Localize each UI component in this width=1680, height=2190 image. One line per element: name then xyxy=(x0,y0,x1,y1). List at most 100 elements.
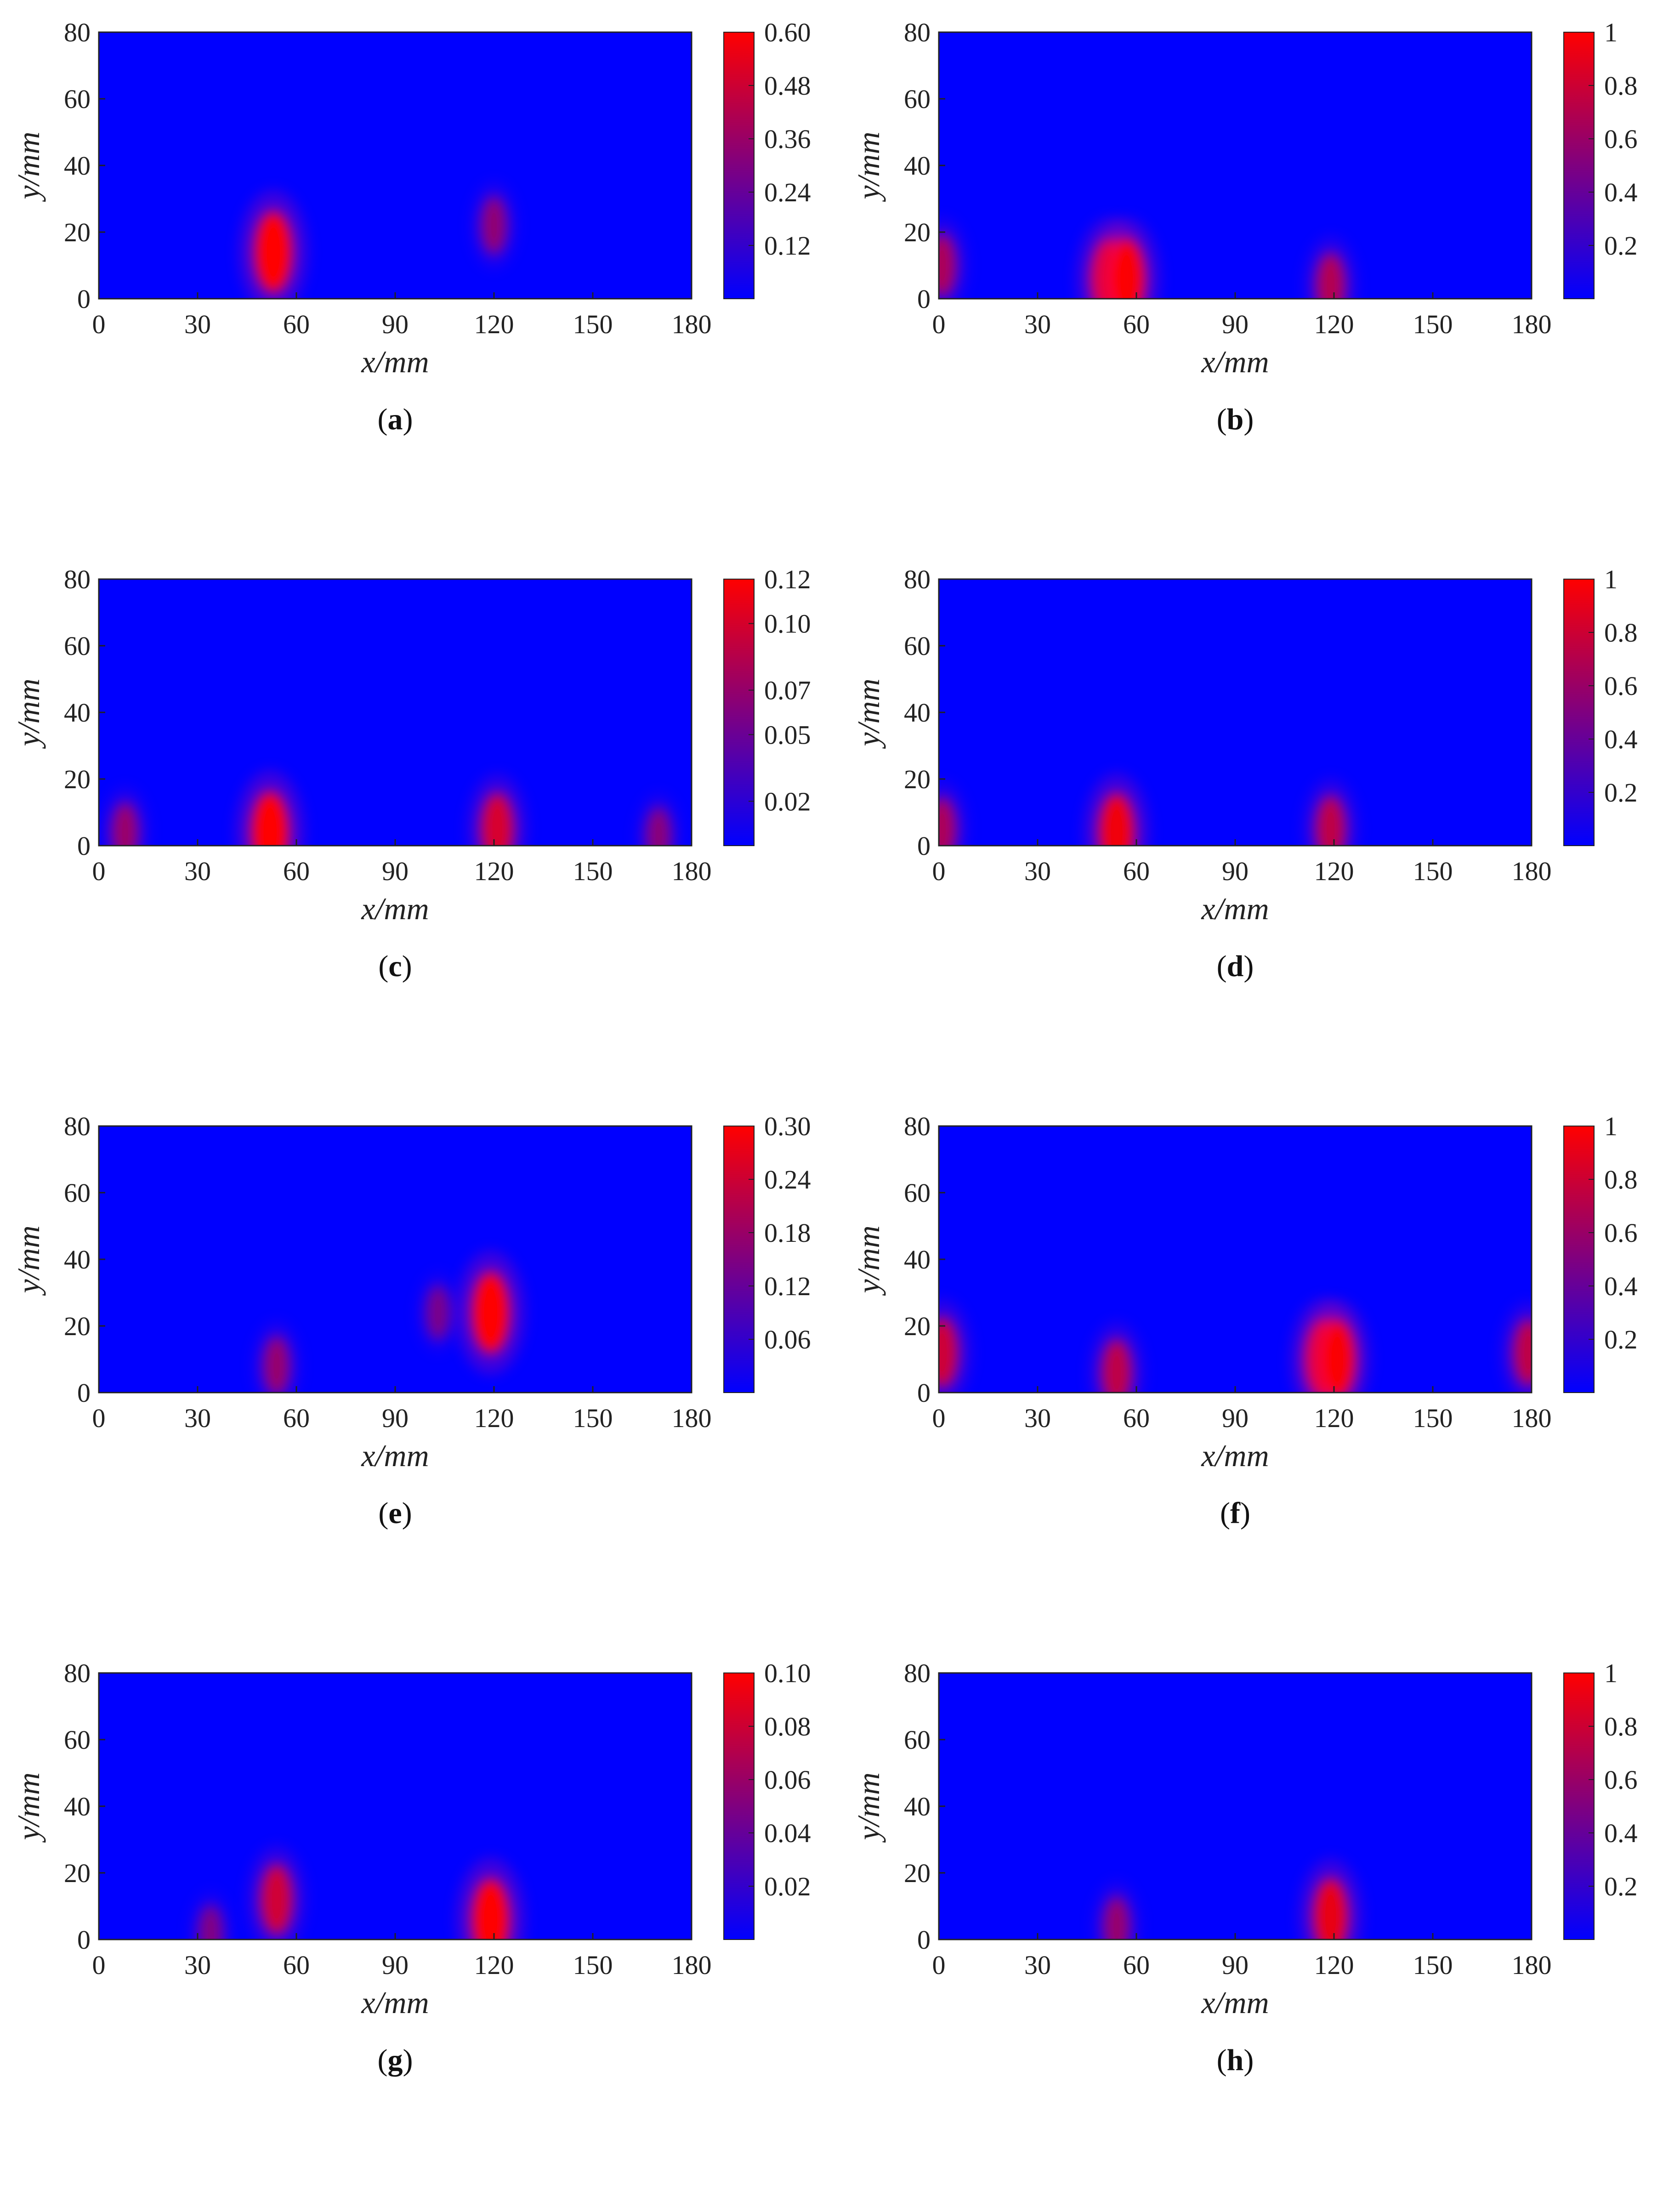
colorbar-tick-label: 0.4 xyxy=(1604,724,1638,754)
x-tick-label: 120 xyxy=(1314,309,1354,339)
x-tick-label: 0 xyxy=(92,856,106,886)
colorbar-tick-label: 0.4 xyxy=(1604,177,1638,207)
y-tick-label: 60 xyxy=(64,631,91,661)
colorbar-tick-label: 0.07 xyxy=(764,676,811,705)
x-tick-label: 30 xyxy=(1024,309,1051,339)
y-axis-label: y/mm xyxy=(851,1225,886,1296)
hotspot-2 xyxy=(1302,778,1359,846)
heatmap-field xyxy=(939,579,1532,846)
colorbar-tick-label: 1 xyxy=(1604,1658,1618,1688)
hotspot-3 xyxy=(415,1271,461,1354)
x-tick-label: 90 xyxy=(1222,856,1249,886)
colorbar-tick-label: 0.12 xyxy=(764,231,811,261)
hotspot-1 xyxy=(1298,1858,1363,1940)
hotspot-2 xyxy=(470,181,518,270)
colorbar-tick-label: 0.60 xyxy=(764,17,811,47)
y-tick-label: 60 xyxy=(904,84,931,114)
colorbar-tick-label: 0.18 xyxy=(764,1218,811,1248)
x-tick-label: 0 xyxy=(932,1950,946,1980)
y-tick-label: 80 xyxy=(904,1658,931,1688)
x-tick-label: 0 xyxy=(92,309,106,339)
y-tick-label: 0 xyxy=(917,831,931,861)
hotspot-group xyxy=(100,770,682,846)
hotspot-4 xyxy=(939,1299,972,1393)
colorbar-tick-label: 0.48 xyxy=(764,71,811,101)
colorbar-tick-label: 0.02 xyxy=(764,786,811,816)
y-tick-label: 40 xyxy=(64,1792,91,1821)
colorbar xyxy=(1563,32,1595,299)
hotspot-2 xyxy=(1092,218,1161,299)
x-tick-label: 90 xyxy=(382,856,409,886)
y-tick-label: 40 xyxy=(64,151,91,181)
colorbar-tick-label: 0.24 xyxy=(764,1165,811,1195)
y-tick-label: 20 xyxy=(64,217,91,247)
y-tick-label: 40 xyxy=(904,1245,931,1274)
x-axis-label: x/mm xyxy=(361,891,429,926)
hotspot-4 xyxy=(635,792,682,846)
x-axis-label: x/mm xyxy=(1201,1985,1269,2020)
y-tick-label: 80 xyxy=(904,564,931,594)
x-tick-label: 90 xyxy=(382,1403,409,1433)
heatmap-svg: 0 30 60 90 120 150 180 0 20 40 60 80 x/mm y/mm 0.2 0.4 0… xyxy=(851,17,1638,379)
hotspot-1 xyxy=(456,1857,526,1940)
hotspot-group xyxy=(187,1846,526,1940)
y-tick-label: 60 xyxy=(64,1178,91,1208)
y-tick-label: 60 xyxy=(64,84,91,114)
colorbar xyxy=(723,1126,755,1393)
x-tick-label: 60 xyxy=(1123,856,1150,886)
panel-label: (d) xyxy=(1216,950,1254,983)
heatmap-svg: 0 30 60 90 120 150 180 0 20 40 60 80 x/mm y/mm 0.12 0.2… xyxy=(11,17,811,379)
y-tick-label: 0 xyxy=(917,1925,931,1955)
x-axis-label: x/mm xyxy=(1201,1438,1269,1473)
colorbar-tick-label: 0.2 xyxy=(1604,1325,1638,1354)
hotspot-3 xyxy=(1088,1321,1145,1393)
hotspot-1 xyxy=(1084,773,1150,846)
heatmap-field xyxy=(99,32,692,299)
colorbar-tick-label: 0.8 xyxy=(1604,1712,1638,1741)
x-tick-label: 180 xyxy=(1512,309,1552,339)
x-tick-label: 30 xyxy=(1024,856,1051,886)
panel-label: (g) xyxy=(377,2043,413,2077)
panel-letter: a xyxy=(387,403,403,436)
heatmap-field xyxy=(939,32,1532,299)
x-tick-label: 60 xyxy=(283,856,310,886)
heatmap-svg: 0 30 60 90 120 150 180 0 20 40 60 80 x/mm y/mm 0.2 0.4 0… xyxy=(851,564,1638,926)
x-tick-label: 180 xyxy=(672,309,712,339)
y-tick-label: 40 xyxy=(904,698,931,728)
x-tick-label: 30 xyxy=(184,1403,211,1433)
y-tick-label: 0 xyxy=(917,284,931,314)
colorbar-tick-label: 0.2 xyxy=(1604,231,1638,261)
panel-letter: c xyxy=(388,950,402,983)
y-tick-label: 40 xyxy=(64,1245,91,1274)
hotspot-1 xyxy=(456,1251,526,1375)
heatmap-svg: 0 30 60 90 120 150 180 0 20 40 60 80 x/mm y/mm 0.02 0.0… xyxy=(11,1658,811,2020)
heatmap-svg: 0 30 60 90 120 150 180 0 20 40 60 80 x/mm y/mm 0.2 0.4 0… xyxy=(851,1111,1638,1473)
figure: 0 30 60 90 120 150 180 0 20 40 60 80 x/mm y/mm 0.12 0.2… xyxy=(11,17,1638,2077)
x-tick-label: 90 xyxy=(1222,309,1249,339)
colorbar-tick-label: 0.8 xyxy=(1604,618,1638,648)
colorbar-tick-label: 1 xyxy=(1604,17,1618,47)
hotspot-3 xyxy=(187,1890,234,1940)
x-tick-label: 120 xyxy=(1314,1950,1354,1980)
x-tick-label: 60 xyxy=(283,1403,310,1433)
x-tick-label: 150 xyxy=(1413,856,1453,886)
heatmap-svg: 0 30 60 90 120 150 180 0 20 40 60 80 x/mm y/mm 0.06 0.1… xyxy=(11,1111,811,1473)
hotspot-group xyxy=(238,181,518,299)
colorbar-tick-label: 0.06 xyxy=(764,1765,811,1795)
x-tick-label: 60 xyxy=(1123,1403,1150,1433)
y-tick-label: 60 xyxy=(64,1725,91,1755)
colorbar-tick-label: 0.10 xyxy=(764,609,811,639)
y-tick-label: 40 xyxy=(64,698,91,728)
x-axis-label: x/mm xyxy=(1201,344,1269,379)
panel-label: (a) xyxy=(377,403,413,436)
x-axis-label: x/mm xyxy=(361,1438,429,1473)
colorbar-tick-label: 0.24 xyxy=(764,177,811,207)
colorbar-tick-label: 0.6 xyxy=(1604,671,1638,701)
y-tick-label: 20 xyxy=(904,1311,931,1341)
x-tick-label: 150 xyxy=(1413,1950,1453,1980)
y-tick-label: 80 xyxy=(904,1111,931,1141)
x-tick-label: 120 xyxy=(474,856,514,886)
y-tick-label: 60 xyxy=(904,1178,931,1208)
x-tick-label: 30 xyxy=(1024,1950,1051,1980)
x-tick-label: 0 xyxy=(932,856,946,886)
